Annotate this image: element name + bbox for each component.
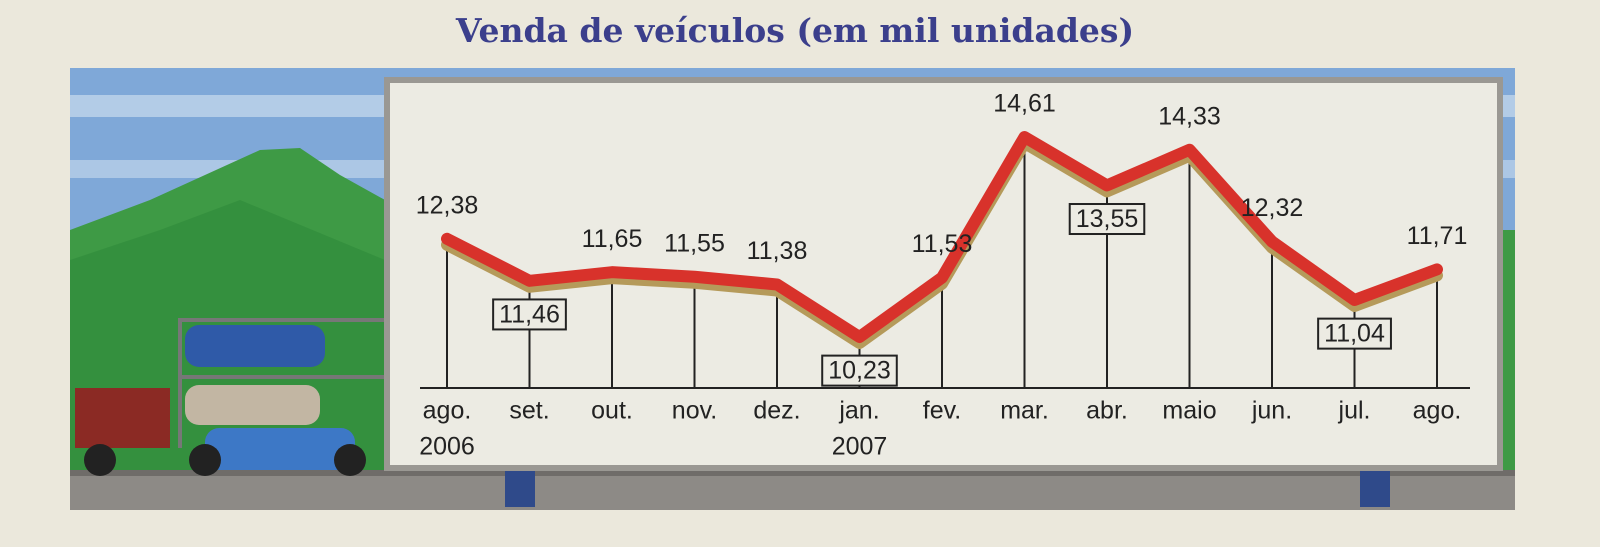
value-label: 11,04: [1324, 320, 1385, 348]
x-tick-label: ago.: [1413, 397, 1462, 425]
x-tick-label: out.: [591, 397, 633, 425]
value-label-box: [1068, 203, 1146, 236]
value-label: 11,55: [664, 229, 725, 257]
value-label: 11,65: [582, 225, 643, 253]
x-tick-label: maio: [1162, 397, 1216, 425]
value-label: 14,61: [993, 90, 1056, 118]
x-tick-label: fev.: [923, 397, 961, 425]
x-tick-label: abr.: [1086, 397, 1128, 425]
x-tick-label: dez.: [753, 397, 800, 425]
data-line: [441, 131, 1443, 343]
value-label: 12,38: [416, 191, 479, 219]
x-tick-label: mar.: [1000, 397, 1049, 425]
value-label: 14,33: [1158, 102, 1221, 130]
value-label: 11,53: [912, 230, 973, 258]
value-label: 10,23: [828, 357, 891, 385]
x-tick-label: jul.: [1338, 397, 1371, 425]
value-label-box: [1317, 317, 1392, 350]
value-label: 11,38: [747, 237, 808, 265]
x-tick-label: ago.: [423, 397, 472, 425]
value-label: 11,46: [499, 300, 560, 328]
x-tick-sublabel: 2007: [832, 433, 888, 461]
x-tick-label: nov.: [672, 397, 717, 425]
value-label-box: [821, 354, 898, 387]
value-label: 11,71: [1407, 222, 1468, 250]
chart-title: Venda de veículos (em mil unidades): [455, 11, 1134, 50]
x-tick-sublabel: 2006: [419, 433, 475, 461]
value-label: 12,32: [1241, 194, 1304, 222]
x-tick-label: jun.: [1251, 397, 1292, 425]
x-tick-label: jan.: [838, 397, 879, 425]
x-tick-label: set.: [509, 397, 549, 425]
value-label-box: [492, 298, 567, 331]
value-label: 13,55: [1076, 205, 1139, 233]
